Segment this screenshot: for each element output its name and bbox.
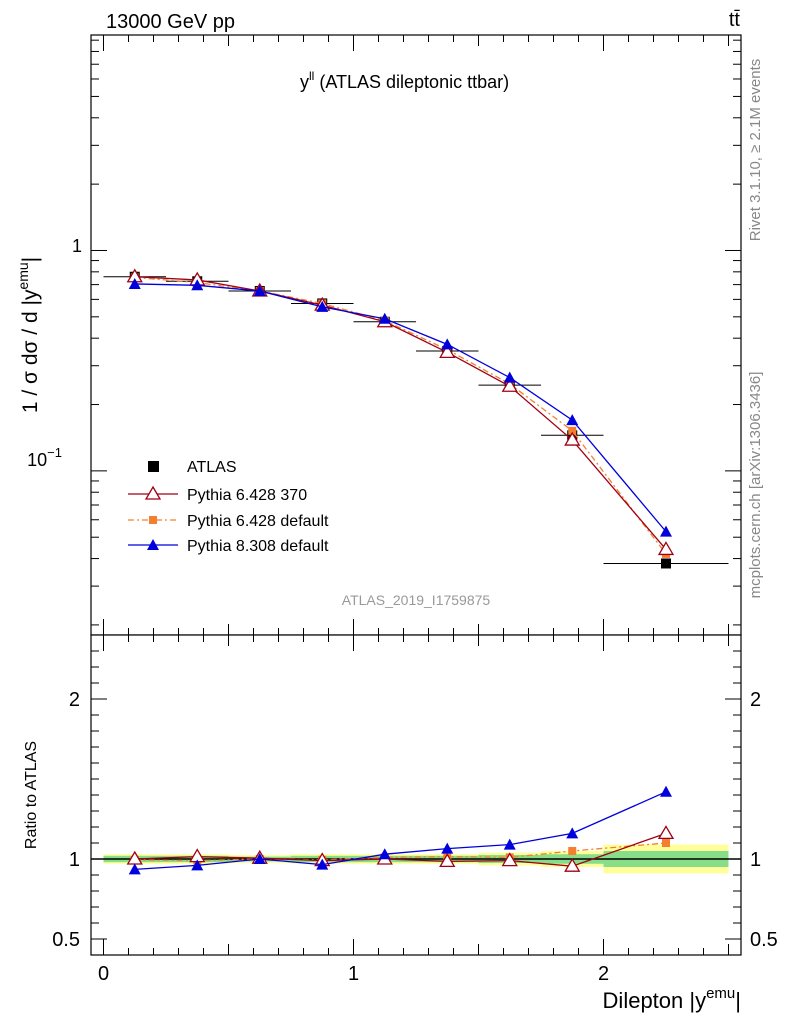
x-axis-label-main: Dilepton |y <box>603 988 707 1013</box>
x-axis-label-sup: emu <box>706 985 735 1002</box>
ratio-y-tick-label: 1 <box>69 849 80 871</box>
main-y-tick-label-0.1: 10−1 <box>27 445 62 470</box>
ratio-point-pythia-6-428-370 <box>657 825 675 840</box>
legend-entry-pythia6-370: Pythia 6.428 370 <box>128 485 307 504</box>
x-tick-label: 0 <box>98 963 109 985</box>
main-point-pythia-8-308-default <box>253 284 266 296</box>
analysis-label: ATLAS_2019_I1759875 <box>342 592 491 608</box>
x-tick-labels: 0 1 2 <box>98 963 609 985</box>
x-tick-label: 2 <box>598 963 609 985</box>
main-y-tick-label-0.1-base: 10 <box>27 450 47 470</box>
main-series-group <box>103 268 729 569</box>
legend-marker-pythia6-default <box>149 516 157 524</box>
x-axis-label: Dilepton |yemu| <box>603 985 741 1013</box>
rivet-version-label: Rivet 3.1.10, ≥ 2.1M events <box>747 59 764 242</box>
ratio-line-pythia-6-428-default <box>134 842 667 862</box>
ratio-point-pythia-6-428-370 <box>439 853 456 868</box>
ratio-point-pythia-8-308-default <box>378 848 391 860</box>
legend: ATLAS Pythia 6.428 370 Pythia 6.428 defa… <box>128 459 329 555</box>
ratio-y-tick-labels: 0.5 0.5 1 1 2 2 <box>52 689 778 951</box>
main-y-axis-label-main: 1 / σ dσ / d |y <box>19 289 42 413</box>
legend-marker-atlas <box>148 461 159 472</box>
main-point-pythia-8-308-default <box>503 371 516 383</box>
plot-title-rest: (ATLAS dileptonic ttbar) <box>314 72 509 92</box>
main-point-pythia-6-428-default <box>568 426 577 435</box>
plot-title: yll (ATLAS dileptonic ttbar) <box>300 69 509 92</box>
main-point-pythia-8-308-default <box>191 279 204 291</box>
legend-entry-atlas: ATLAS <box>148 459 237 476</box>
plot-title-main: y <box>300 72 309 92</box>
legend-label-atlas: ATLAS <box>187 459 237 476</box>
main-point-pythia-8-308-default <box>378 312 391 324</box>
collision-label: 13000 GeV pp <box>106 11 235 33</box>
main-point-pythia-8-308-default <box>660 525 672 537</box>
main-y-tick-label-1: 1 <box>72 236 82 256</box>
main-point-pythia-8-308-default <box>441 338 454 350</box>
main-point-atlas <box>661 558 671 569</box>
main-y-axis-label: 1 / σ dσ / d |yemu| <box>15 257 42 413</box>
ratio-point-pythia-6-428-default <box>568 847 577 855</box>
main-point-pythia-6-428-370 <box>439 344 456 358</box>
legend-label-pythia8-default: Pythia 8.308 default <box>187 538 329 555</box>
ratio-point-pythia-8-308-default <box>566 827 579 839</box>
ratio-panel-frame <box>90 634 742 956</box>
ratio-y-tick-label-right: 0.5 <box>750 929 778 951</box>
legend-marker-pythia6-370 <box>144 485 162 500</box>
main-y-axis-label-sup: emu <box>15 262 31 289</box>
ratio-y-tick-label: 2 <box>69 689 80 711</box>
main-point-pythia-6-428-370 <box>657 541 675 556</box>
ratio-point-pythia-8-308-default <box>316 858 329 870</box>
ratio-y-axis-label: Ratio to ATLAS <box>23 741 40 849</box>
legend-entry-pythia8-default: Pythia 8.308 default <box>128 538 329 555</box>
main-y-tick-label-0.1-exp: −1 <box>47 445 62 460</box>
legend-label-pythia6-370: Pythia 6.428 370 <box>187 487 307 504</box>
mcplots-reference-label: mcplots.cern.ch [arXiv:1306.3436] <box>747 372 764 599</box>
process-label: tt̄ <box>729 9 741 31</box>
legend-label-pythia6-default: Pythia 6.428 default <box>187 513 329 530</box>
ratio-point-pythia-8-308-default <box>660 785 672 797</box>
legend-entry-pythia6-default: Pythia 6.428 default <box>128 513 329 530</box>
ratio-y-tick-label: 0.5 <box>52 929 80 951</box>
main-point-pythia-6-428-370 <box>501 377 518 392</box>
ratio-point-pythia-8-308-default <box>503 838 516 850</box>
main-panel-ticks <box>91 35 741 635</box>
ratio-point-pythia-8-308-default <box>191 859 204 871</box>
ratio-y-tick-label-right: 2 <box>750 689 761 711</box>
main-point-pythia-8-308-default <box>316 300 329 312</box>
ratio-y-tick-label-right: 1 <box>750 849 761 871</box>
ratio-point-pythia-6-428-370 <box>501 852 518 867</box>
x-tick-label: 1 <box>348 963 359 985</box>
ratio-series-group <box>126 785 675 875</box>
legend-marker-pythia8-default <box>147 539 159 550</box>
main-panel-frame <box>90 34 742 636</box>
ratio-point-pythia-6-428-default <box>662 839 670 847</box>
main-point-pythia-8-308-default <box>128 277 141 289</box>
plot-title-sup: ll <box>309 69 314 83</box>
ratio-point-pythia-8-308-default <box>441 842 454 854</box>
ratio-panel-ticks <box>91 635 741 955</box>
main-point-pythia-6-428-370 <box>564 431 581 446</box>
main-point-pythia-8-308-default <box>566 414 579 426</box>
main-y-axis-label-end: | <box>19 257 42 262</box>
ratio-point-pythia-6-428-370 <box>564 857 581 872</box>
ratio-point-pythia-8-308-default <box>128 863 141 875</box>
ratio-point-pythia-8-308-default <box>253 853 266 864</box>
x-axis-label-end: | <box>735 988 741 1013</box>
